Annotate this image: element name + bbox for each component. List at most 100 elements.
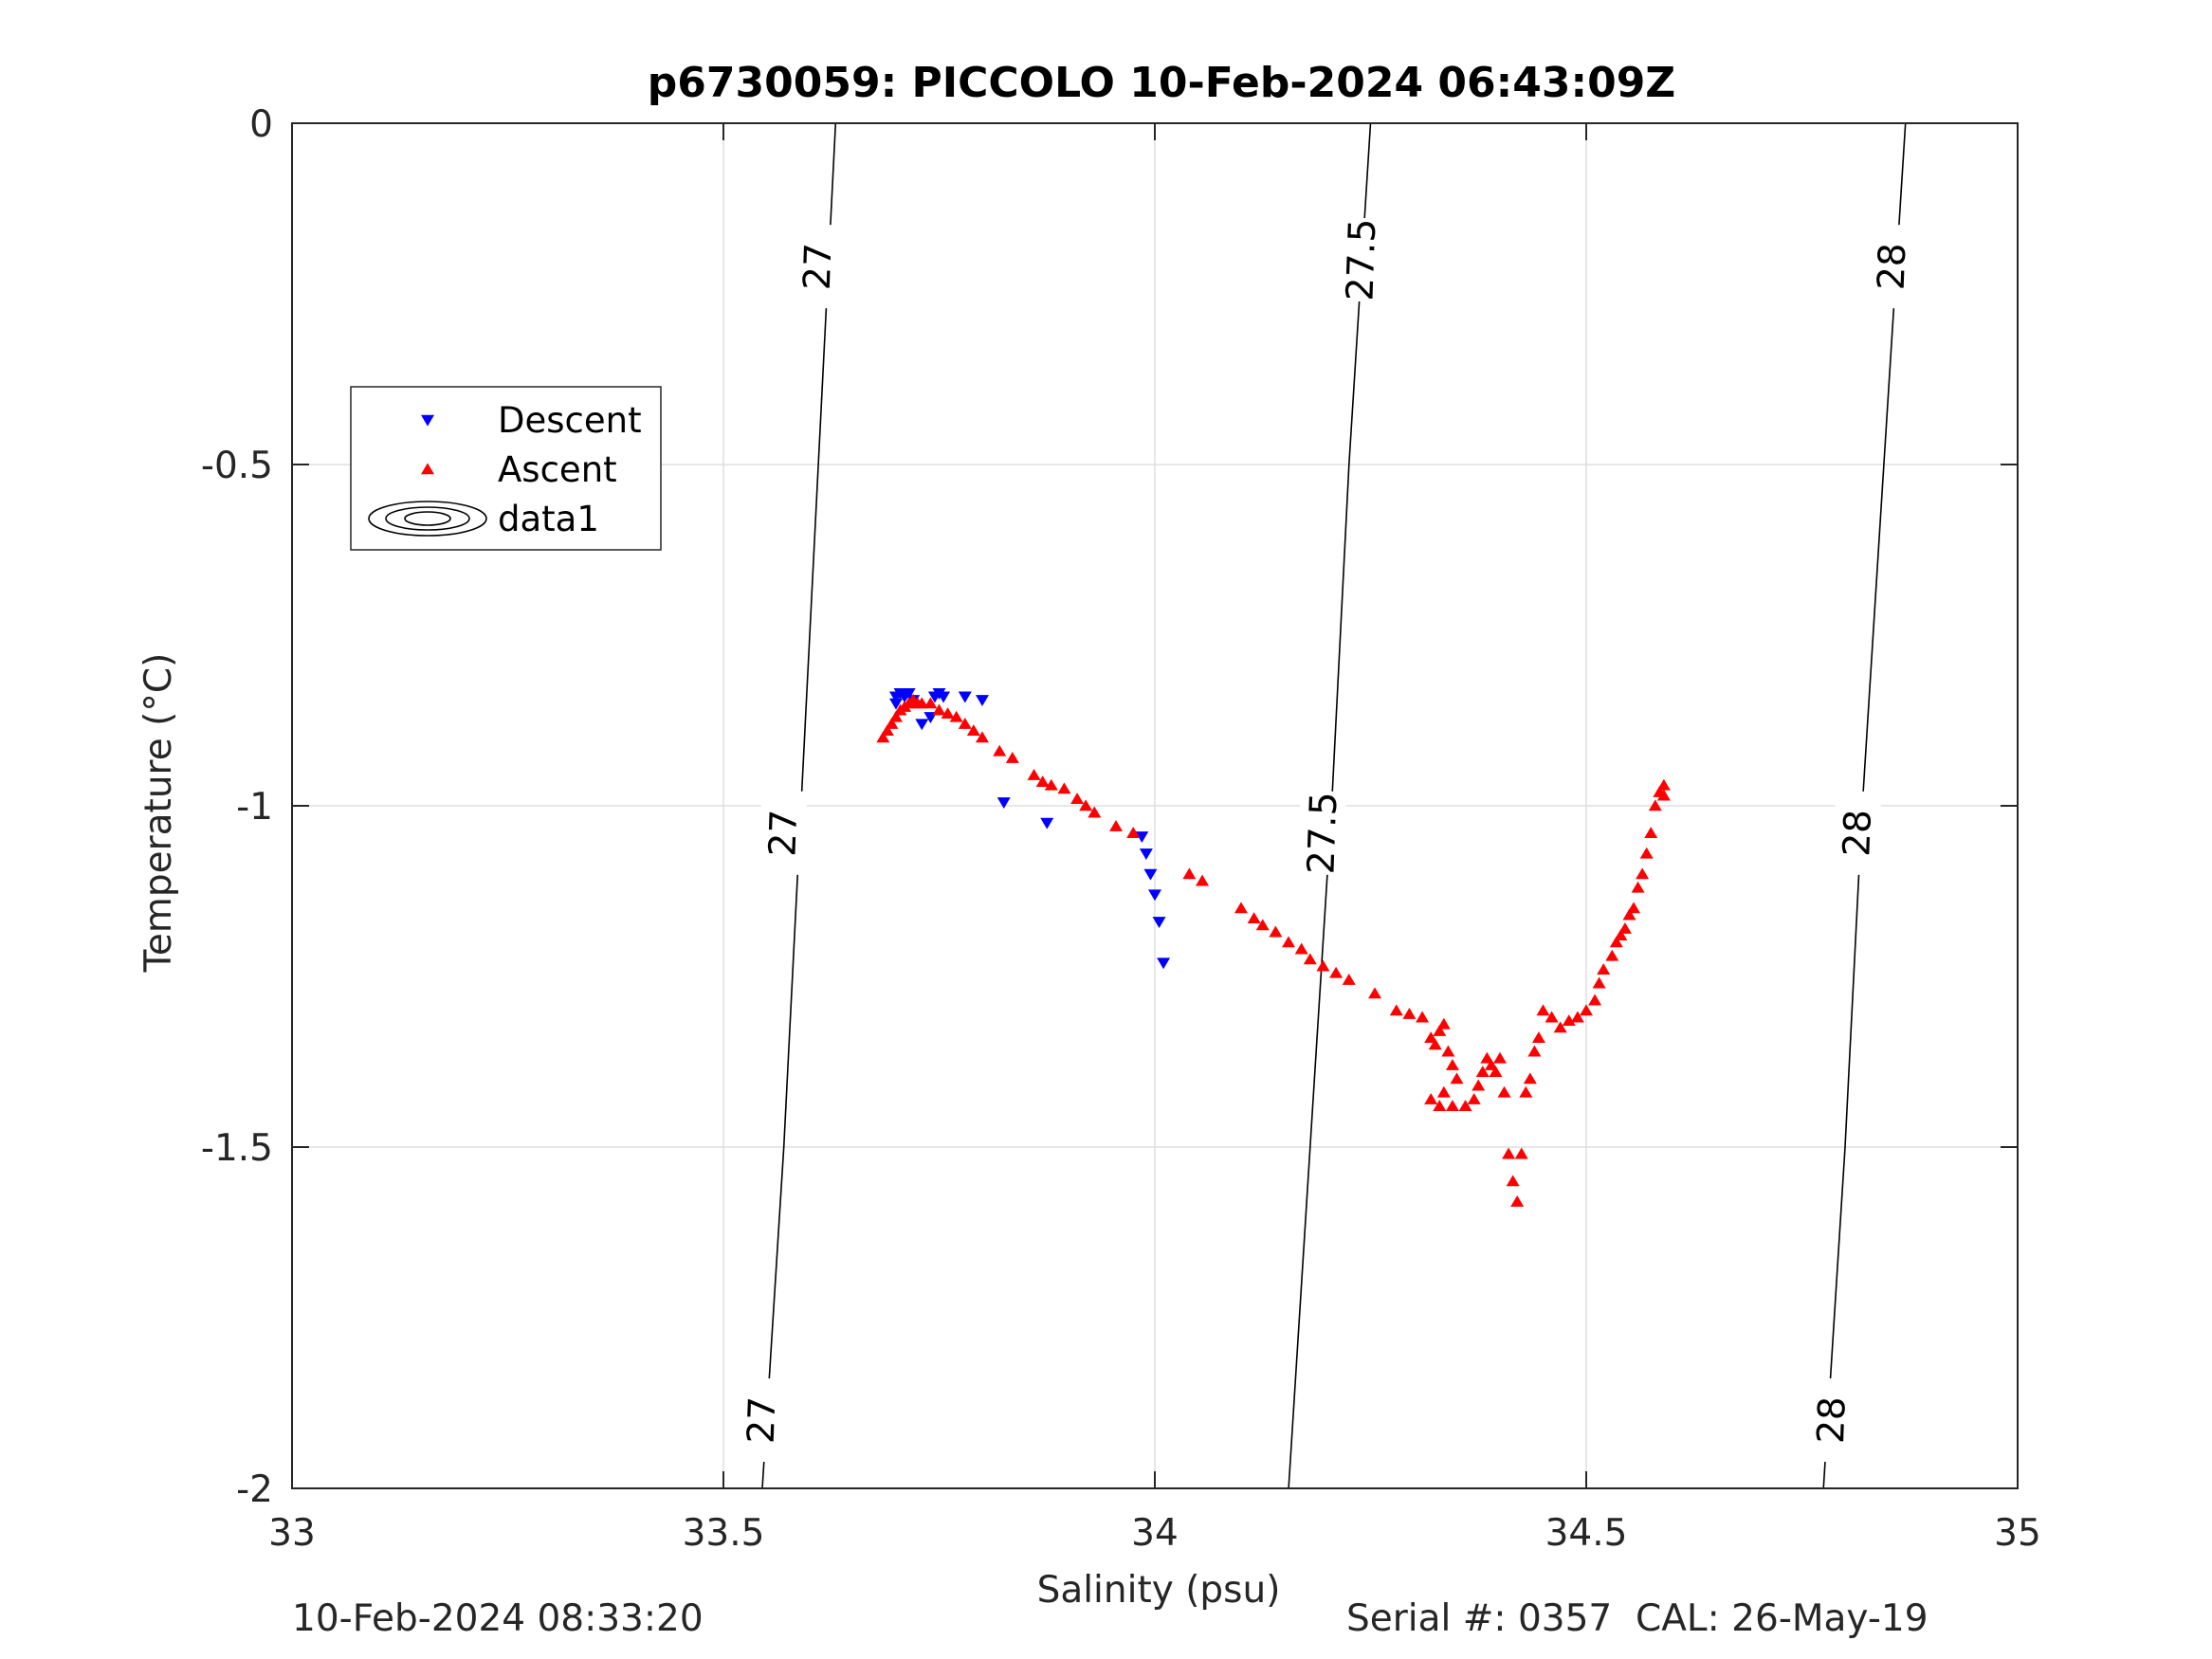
descent-point — [1139, 848, 1153, 861]
x-tick-label: 34 — [1131, 1512, 1179, 1555]
legend-box — [350, 386, 662, 551]
footer-timestamp: 10-Feb-2024 08:33:20 — [292, 1597, 704, 1640]
ascent-point — [1445, 1058, 1459, 1070]
ascent-point — [1592, 976, 1606, 989]
contour-label-gap — [760, 791, 807, 875]
ascent-point — [1247, 912, 1261, 924]
ascent-point — [1005, 751, 1019, 763]
ascent-point — [1597, 963, 1611, 975]
ascent-point — [1234, 902, 1248, 914]
ascent-point — [1329, 966, 1344, 978]
x-tick-label: 33.5 — [683, 1512, 765, 1555]
ascent-point — [915, 697, 929, 709]
ascent-point — [1636, 867, 1650, 880]
contour-label-gap — [795, 225, 842, 309]
density-contours: 27 27 27 27.5 27.5 28 28 28 — [292, 123, 1916, 1488]
ascent-point — [958, 717, 972, 729]
ascent-point — [1622, 908, 1636, 921]
y-tick-label: -0.5 — [201, 445, 273, 487]
ascent-point — [1531, 1031, 1545, 1044]
ascent-point — [1656, 789, 1671, 801]
contour-label: 27.5 — [1300, 792, 1345, 875]
chart-title: p6730059: PICCOLO 10-Feb-2024 06:43:09Z — [648, 59, 1675, 107]
descent-point — [1143, 868, 1158, 881]
ascent-point — [1436, 1085, 1451, 1098]
contour-label: 28 — [1810, 1395, 1855, 1444]
y-tick-label: -1.5 — [201, 1127, 273, 1170]
descent-point — [915, 719, 929, 731]
ascent-point — [1433, 1024, 1447, 1036]
descent-point — [1148, 889, 1161, 902]
ascent-point — [1088, 806, 1102, 818]
contour-label-gap — [1300, 791, 1346, 875]
ascent-point — [1618, 921, 1632, 934]
ascent-point — [1527, 1045, 1542, 1057]
axes-box — [291, 122, 2019, 1489]
ascent-point — [1450, 1072, 1464, 1085]
ascent-point — [1536, 1004, 1550, 1016]
legend-label: Descent — [498, 400, 642, 441]
ascent-point — [1057, 782, 1071, 794]
descent-point — [1152, 917, 1166, 929]
ascent-point — [1428, 1038, 1442, 1050]
ascent-point — [1402, 1007, 1417, 1019]
ascent-point — [1648, 799, 1662, 811]
contour-label-gap — [1339, 218, 1385, 301]
ascent-point — [889, 710, 903, 722]
ascent-point — [1639, 847, 1654, 859]
ascent-point — [1441, 1045, 1455, 1057]
ascent-point — [1523, 1072, 1537, 1085]
ascent-point — [1605, 949, 1619, 961]
contour-label: 27 — [761, 809, 806, 857]
ascent-point — [1342, 973, 1356, 985]
ascent-point — [1424, 1092, 1438, 1104]
descent-point — [1157, 957, 1171, 970]
ascent-point — [1255, 919, 1270, 931]
ascent-point — [1070, 793, 1085, 805]
ascent-point — [1484, 1058, 1498, 1070]
ascent-point — [1580, 1004, 1593, 1016]
legend-label: data1 — [498, 499, 599, 539]
contour-label-gap — [739, 1378, 785, 1462]
ascent-point — [1588, 994, 1602, 1006]
ascent-point — [1480, 1051, 1494, 1064]
ascent-point — [1126, 827, 1141, 839]
ascent-point — [1497, 1085, 1511, 1098]
ascent-point — [1614, 929, 1628, 941]
ascent-point — [1027, 768, 1041, 780]
ascent-point — [1510, 1194, 1525, 1207]
y-axis-label: Temperature (°C) — [137, 653, 180, 974]
ascent-point — [1196, 874, 1210, 886]
ascent-point — [949, 710, 963, 722]
ascent-point — [1269, 925, 1283, 938]
contour-label: 28 — [1836, 809, 1880, 857]
x-axis-label: Salinity (psu) — [1037, 1569, 1281, 1612]
x-tick-label: 35 — [1994, 1512, 2041, 1555]
ascent-point — [1467, 1092, 1481, 1104]
descent-point — [1040, 817, 1054, 830]
contour-label: 28 — [1871, 243, 1915, 291]
descent-point — [1135, 831, 1149, 844]
ascent-point — [1506, 1175, 1520, 1187]
y-tick-label: 0 — [249, 103, 273, 146]
ascent-point — [1282, 936, 1296, 948]
ascent-point — [1656, 778, 1671, 791]
ascent-point — [941, 707, 955, 720]
ascent-point — [1294, 942, 1308, 955]
ascent-point — [1502, 1147, 1516, 1159]
ascent-point — [880, 724, 894, 737]
ascent-point — [1562, 1014, 1576, 1027]
ascent-point — [876, 731, 890, 743]
contour-label-gap — [1835, 791, 1881, 875]
ascent-point — [1445, 1100, 1459, 1112]
ascent-point — [1545, 1011, 1559, 1023]
ascent-point — [1109, 819, 1124, 831]
ascent-point — [1514, 1147, 1528, 1159]
ascent-point — [1644, 827, 1658, 839]
legend-contour-icon — [368, 501, 487, 537]
legend-ascent-marker — [421, 463, 434, 475]
ascent-point — [1458, 1100, 1472, 1112]
ascent-point — [993, 744, 1007, 757]
contour-label-gap — [1870, 225, 1916, 309]
